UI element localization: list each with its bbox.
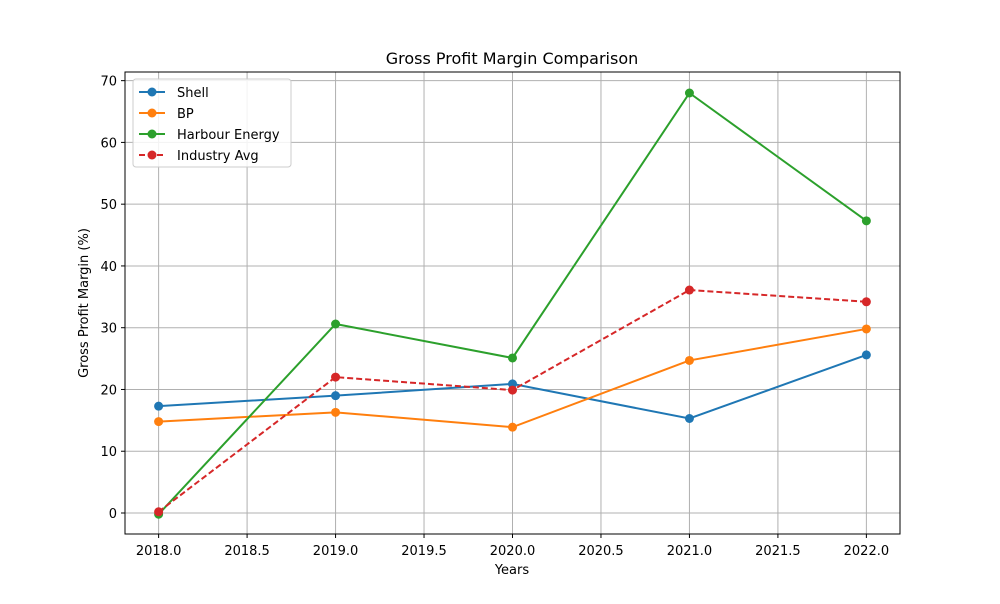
legend-label-shell: Shell: [177, 86, 209, 101]
x-tick-label: 2020.0: [490, 544, 536, 559]
y-tick-label: 30: [100, 322, 117, 337]
legend-label-industry-avg: Industry Avg: [177, 149, 259, 164]
x-tick-label: 2019.0: [313, 544, 359, 559]
legend-marker-shell: [147, 87, 157, 97]
data-point-bp: [331, 407, 341, 417]
data-point-industry-avg: [508, 385, 517, 395]
series-shell: [154, 350, 871, 423]
series-layer: [154, 88, 871, 519]
y-tick-label: 40: [100, 260, 117, 275]
series-industry-avg: [154, 285, 871, 517]
data-point-shell: [154, 401, 164, 411]
legend-marker-bp: [147, 108, 157, 118]
data-point-bp: [508, 422, 517, 432]
x-tick-label: 2018.0: [136, 544, 182, 559]
y-tick-label: 70: [100, 75, 117, 90]
y-axis-label: Gross Profit Margin (%): [77, 228, 92, 378]
data-point-industry-avg: [154, 507, 164, 517]
data-point-industry-avg: [861, 297, 871, 307]
legend-item-harbour-energy: Harbour Energy: [139, 128, 280, 143]
data-point-industry-avg: [331, 372, 341, 382]
grid-lines: [125, 72, 900, 534]
series-harbour-energy: [154, 88, 871, 519]
y-axis-ticks: 0 10 20 30 40 50 60 70: [100, 75, 125, 522]
data-point-harbour-energy: [684, 88, 694, 98]
legend-label-bp: BP: [177, 107, 194, 122]
legend-item-industry-avg: Industry Avg: [139, 149, 259, 164]
x-axis-label: Years: [494, 563, 530, 578]
x-tick-label: 2022.0: [844, 544, 890, 559]
legend: Shell BP Harbour Energy Industry Avg: [132, 78, 292, 168]
legend-item-bp: BP: [139, 107, 194, 122]
data-point-shell: [331, 391, 341, 401]
data-point-shell: [508, 379, 517, 389]
data-point-shell: [861, 350, 871, 360]
data-point-harbour-energy: [508, 353, 517, 363]
data-point-shell: [684, 414, 694, 423]
legend-item-shell: Shell: [139, 86, 209, 101]
x-tick-label: 2021.5: [755, 544, 801, 559]
x-tick-label: 2021.0: [667, 544, 713, 559]
chart-title: Gross Profit Margin Comparison: [386, 49, 639, 68]
x-tick-label: 2018.5: [224, 544, 270, 559]
legend-marker-harbour-energy: [147, 129, 157, 139]
x-tick-label: 2019.5: [401, 544, 447, 559]
y-tick-label: 50: [100, 198, 117, 213]
y-tick-label: 60: [100, 136, 117, 151]
series-bp: [154, 324, 871, 432]
data-point-bp: [154, 417, 164, 427]
y-tick-label: 20: [100, 383, 117, 398]
legend-box: [132, 78, 292, 168]
data-point-bp: [684, 355, 694, 365]
y-tick-label: 0: [109, 507, 117, 522]
data-point-industry-avg: [684, 285, 694, 295]
data-point-bp: [861, 324, 871, 334]
data-point-harbour-energy: [331, 319, 341, 329]
y-tick-label: 10: [100, 445, 117, 460]
data-point-harbour-energy: [861, 216, 871, 226]
x-tick-label: 2020.5: [578, 544, 624, 559]
x-axis-ticks: 2018.0 2018.5 2019.0 2019.5 2020.0 2020.5 2021…: [136, 534, 889, 559]
legend-label-harbour-energy: Harbour Energy: [177, 128, 280, 143]
legend-marker-industry-avg: [147, 150, 157, 160]
